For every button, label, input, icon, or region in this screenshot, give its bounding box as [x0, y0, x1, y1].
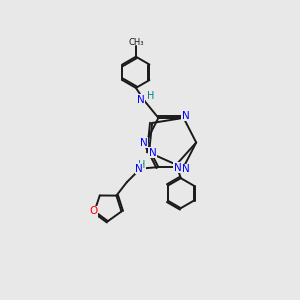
- Text: H: H: [147, 91, 154, 101]
- Text: CH₃: CH₃: [128, 38, 144, 47]
- Text: N: N: [136, 95, 144, 105]
- Text: N: N: [174, 163, 182, 173]
- Text: N: N: [182, 164, 190, 174]
- Text: H: H: [138, 160, 146, 170]
- Text: N: N: [140, 137, 148, 148]
- Text: N: N: [135, 164, 143, 174]
- Text: N: N: [182, 111, 190, 121]
- Text: O: O: [89, 206, 97, 216]
- Text: N: N: [149, 148, 157, 158]
